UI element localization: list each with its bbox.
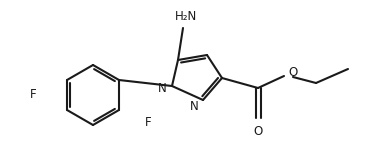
Text: F: F	[145, 116, 151, 129]
Text: F: F	[30, 88, 36, 102]
Text: N: N	[190, 99, 199, 112]
Text: O: O	[253, 125, 263, 138]
Text: H₂N: H₂N	[175, 10, 197, 23]
Text: O: O	[288, 65, 297, 79]
Text: N: N	[158, 81, 167, 94]
